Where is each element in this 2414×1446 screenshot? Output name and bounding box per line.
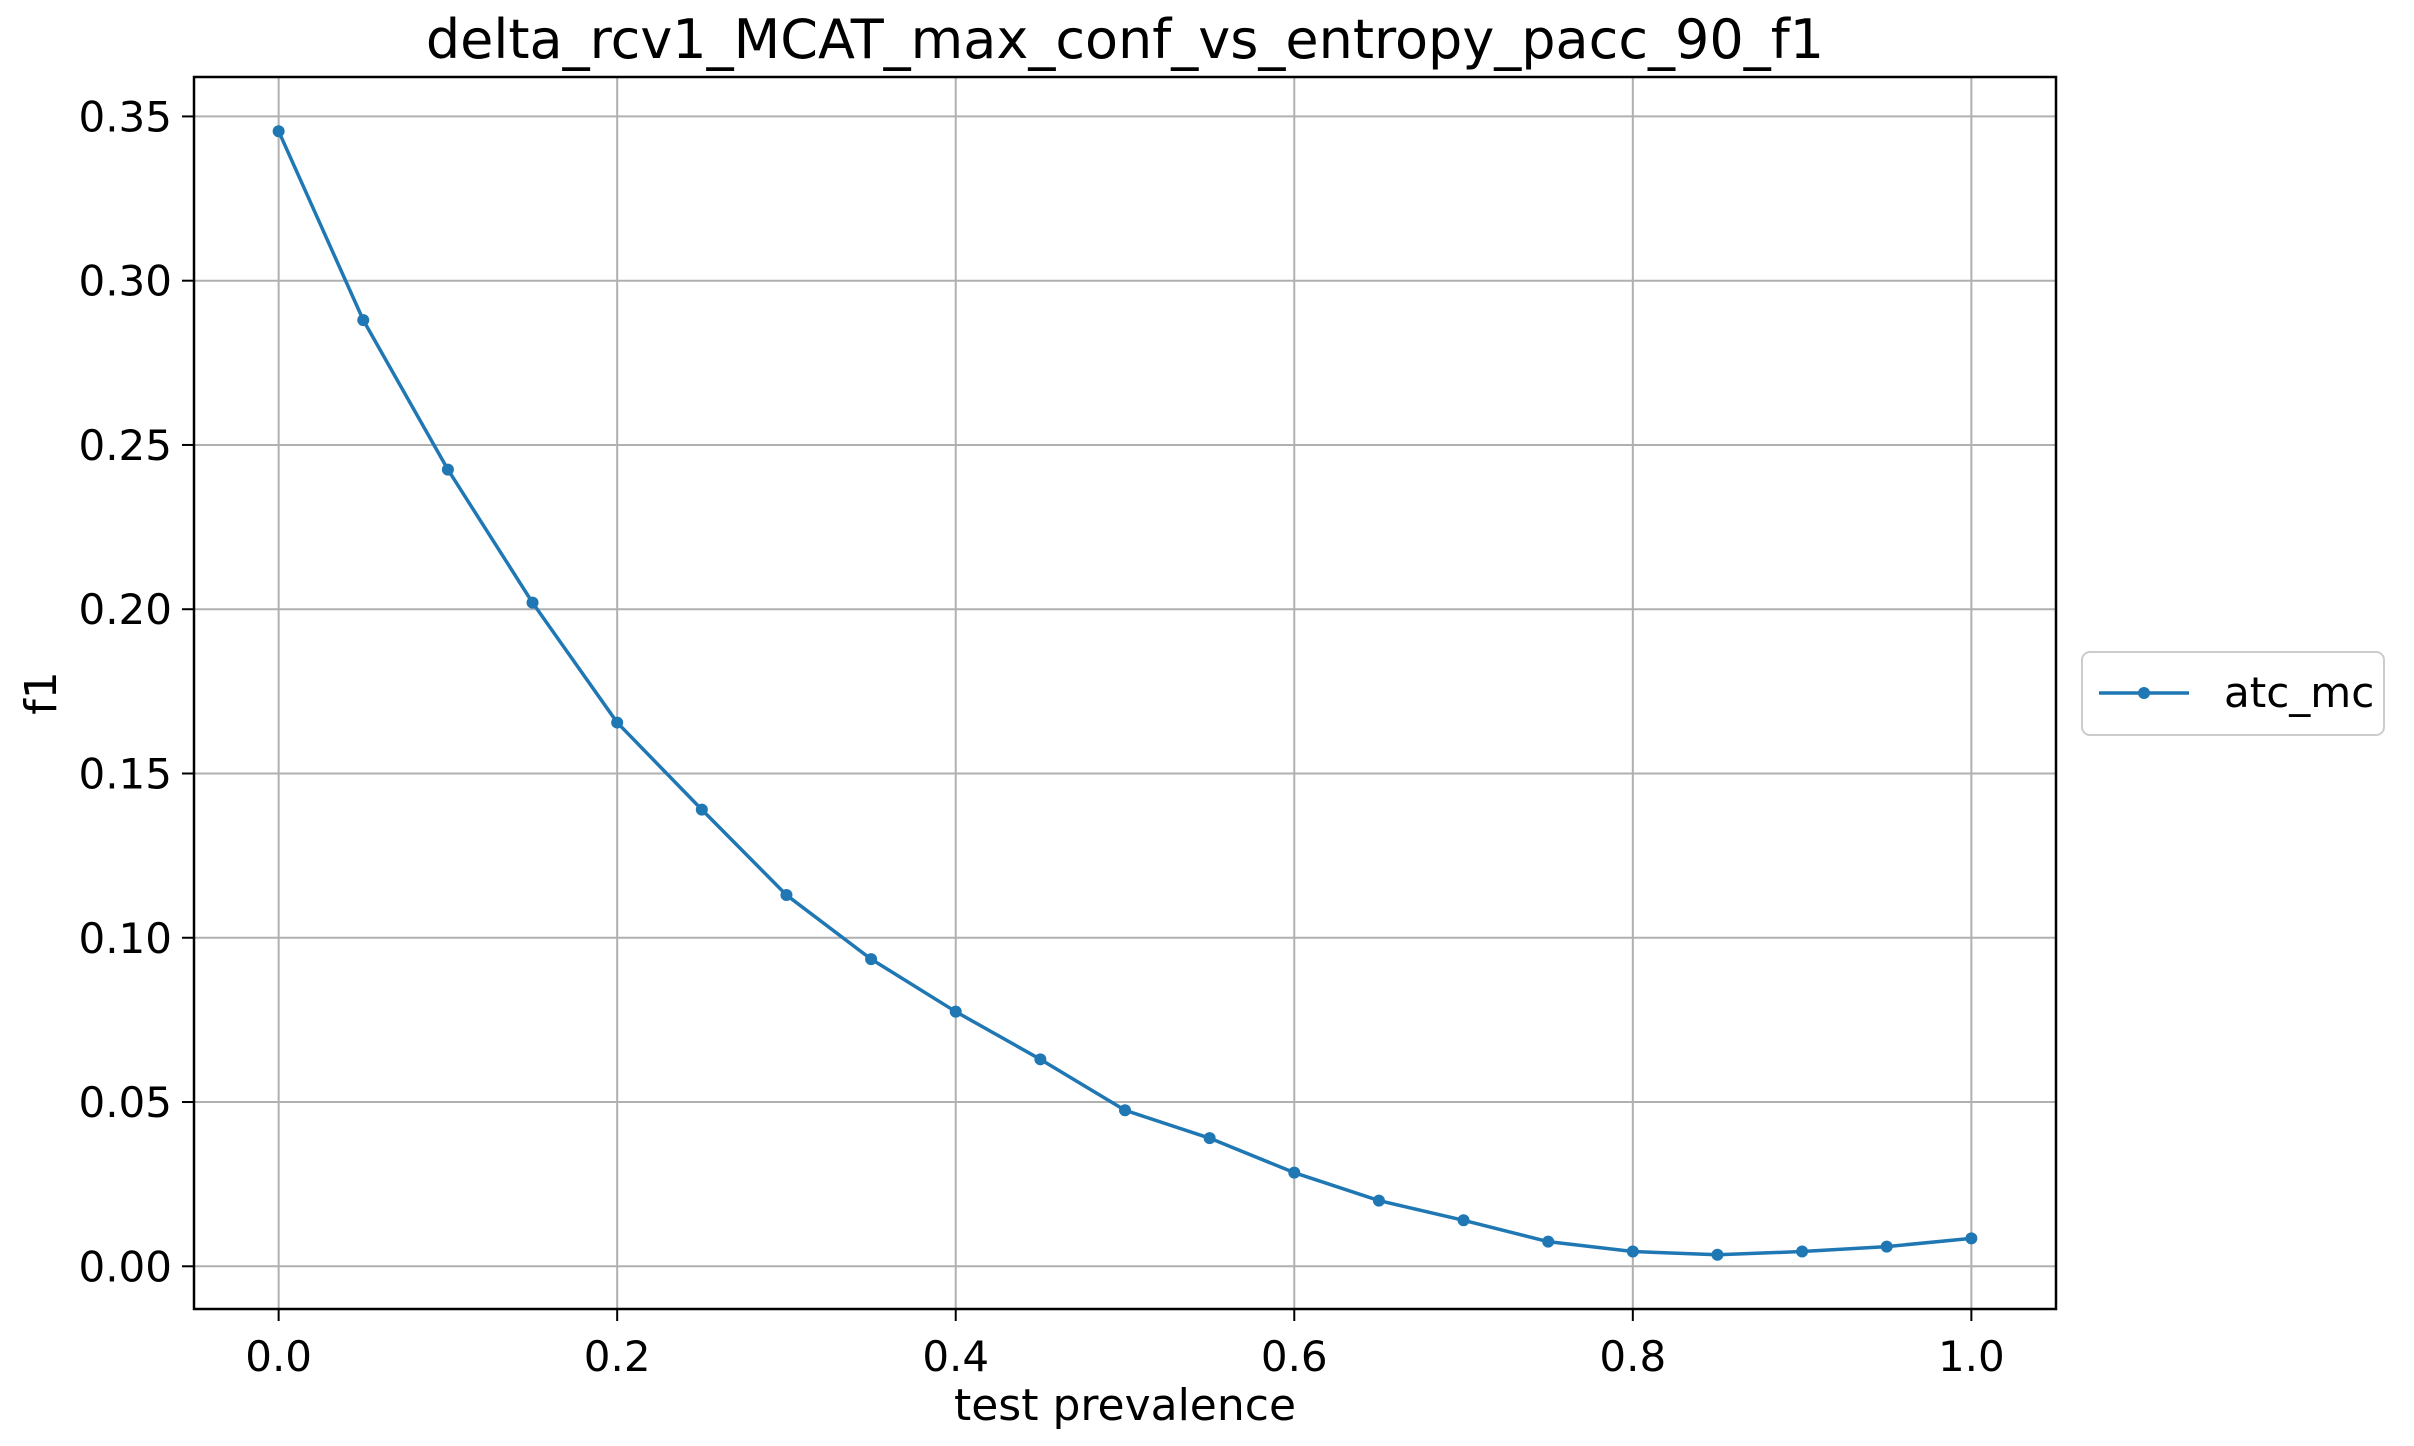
data-point-18: [1796, 1245, 1809, 1258]
legend-label-atc-mc: atc_mc: [2224, 668, 2374, 717]
plot-frame: [192, 75, 2058, 1311]
y-tick-label-5: 0.25: [78, 421, 172, 470]
data-point-6: [780, 889, 793, 902]
data-point-14: [1457, 1214, 1470, 1227]
grid-lines: [194, 77, 2056, 1309]
y-tick-label-4: 0.20: [78, 585, 172, 634]
data-point-11: [1203, 1132, 1216, 1145]
y-tick-label-6: 0.30: [78, 257, 172, 306]
x-tick-label-2: 0.4: [922, 1332, 989, 1381]
data-point-9: [1034, 1053, 1047, 1066]
y-axis-label: f1: [16, 671, 67, 714]
y-tick-label-7: 0.35: [78, 92, 172, 141]
data-point-10: [1119, 1104, 1131, 1117]
y-tick-label-2: 0.10: [78, 914, 172, 963]
x-tick-label-5: 1.0: [1938, 1332, 2005, 1381]
data-point-8: [949, 1005, 962, 1018]
data-point-2: [441, 463, 454, 476]
y-tick-label-3: 0.15: [78, 749, 172, 798]
data-point-4: [611, 716, 624, 729]
legend: atc_mc: [2081, 651, 2385, 736]
y-tick-label-0: 0.00: [78, 1242, 172, 1291]
data-point-16: [1626, 1245, 1639, 1258]
x-tick-label-1: 0.2: [584, 1332, 651, 1381]
y-tick-label-1: 0.05: [78, 1078, 172, 1127]
legend-marker-atc-mc: [2138, 687, 2150, 699]
chart-title: delta_rcv1_MCAT_max_conf_vs_entropy_pacc…: [426, 8, 1824, 71]
data-point-5: [695, 803, 708, 816]
data-point-17: [1711, 1248, 1724, 1261]
data-point-12: [1288, 1166, 1301, 1179]
data-point-3: [526, 596, 539, 609]
x-tick-label-0: 0.0: [245, 1332, 312, 1381]
data-point-13: [1372, 1194, 1385, 1207]
data-point-0: [272, 125, 285, 138]
data-point-7: [865, 953, 878, 966]
x-tick-label-3: 0.6: [1261, 1332, 1328, 1381]
x-tick-label-4: 0.8: [1599, 1332, 1666, 1381]
x-axis-label: test prevalence: [954, 1380, 1296, 1431]
data-point-19: [1880, 1240, 1893, 1253]
axis-ticks: 0.0 0.2 0.4 0.6 0.8 1.0 0.00 0.05 0.10 0.15 0.20 0.…: [78, 92, 2004, 1381]
data-point-15: [1542, 1235, 1555, 1248]
data-point-20: [1965, 1232, 1978, 1245]
data-point-1: [357, 314, 370, 327]
legend-box: [2081, 651, 2385, 736]
data-series: [272, 125, 1978, 1261]
